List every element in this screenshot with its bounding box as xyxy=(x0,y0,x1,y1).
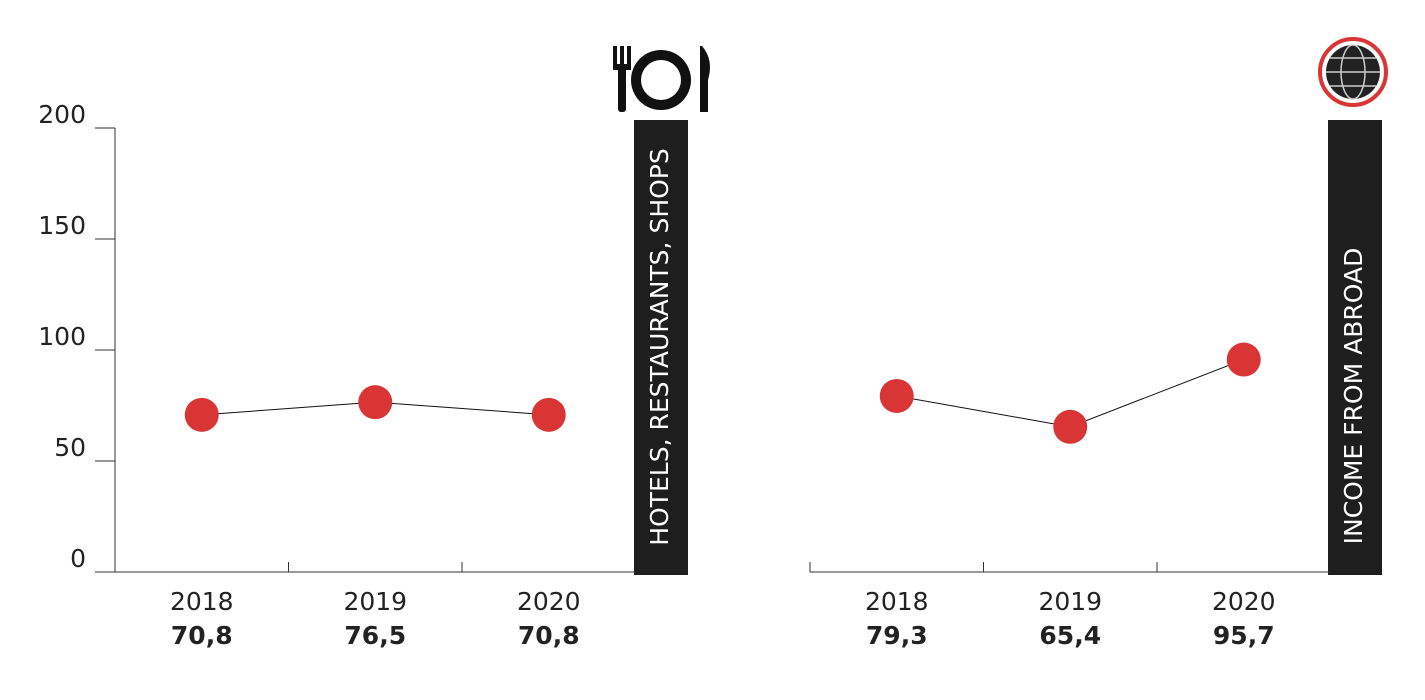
value-label: 79,3 xyxy=(866,621,928,650)
x-tick-label: 2018 xyxy=(865,587,929,616)
point xyxy=(358,385,393,420)
x-tick-label: 2020 xyxy=(517,587,581,616)
chart-title: INCOME FROM ABROAD xyxy=(1339,248,1368,545)
point xyxy=(184,397,219,432)
x-tick-label: 2019 xyxy=(1038,587,1102,616)
title-bar xyxy=(634,120,688,575)
globe-icon xyxy=(1318,37,1388,107)
value-label: 70,8 xyxy=(518,621,580,650)
x-tick-label: 2020 xyxy=(1212,587,1276,616)
y-tick-label: 150 xyxy=(38,211,86,240)
point xyxy=(1226,342,1261,377)
cutlery-icon xyxy=(613,46,710,112)
chart-title: HOTELS, RESTAURANTS, SHOPS xyxy=(645,148,674,546)
value-label: 95,7 xyxy=(1213,621,1275,650)
y-tick-label: 0 xyxy=(70,544,86,573)
x-tick-label: 2019 xyxy=(343,587,407,616)
y-tick-label: 50 xyxy=(54,433,86,462)
value-label: 76,5 xyxy=(344,621,406,650)
point xyxy=(1053,409,1088,444)
point xyxy=(879,378,914,413)
value-label: 70,8 xyxy=(171,621,233,650)
value-label: 65,4 xyxy=(1039,621,1101,650)
x-tick-label: 2018 xyxy=(170,587,234,616)
y-tick-label: 200 xyxy=(38,100,86,129)
y-tick-label: 100 xyxy=(38,322,86,351)
point xyxy=(531,397,566,432)
title-bar xyxy=(1328,120,1382,575)
